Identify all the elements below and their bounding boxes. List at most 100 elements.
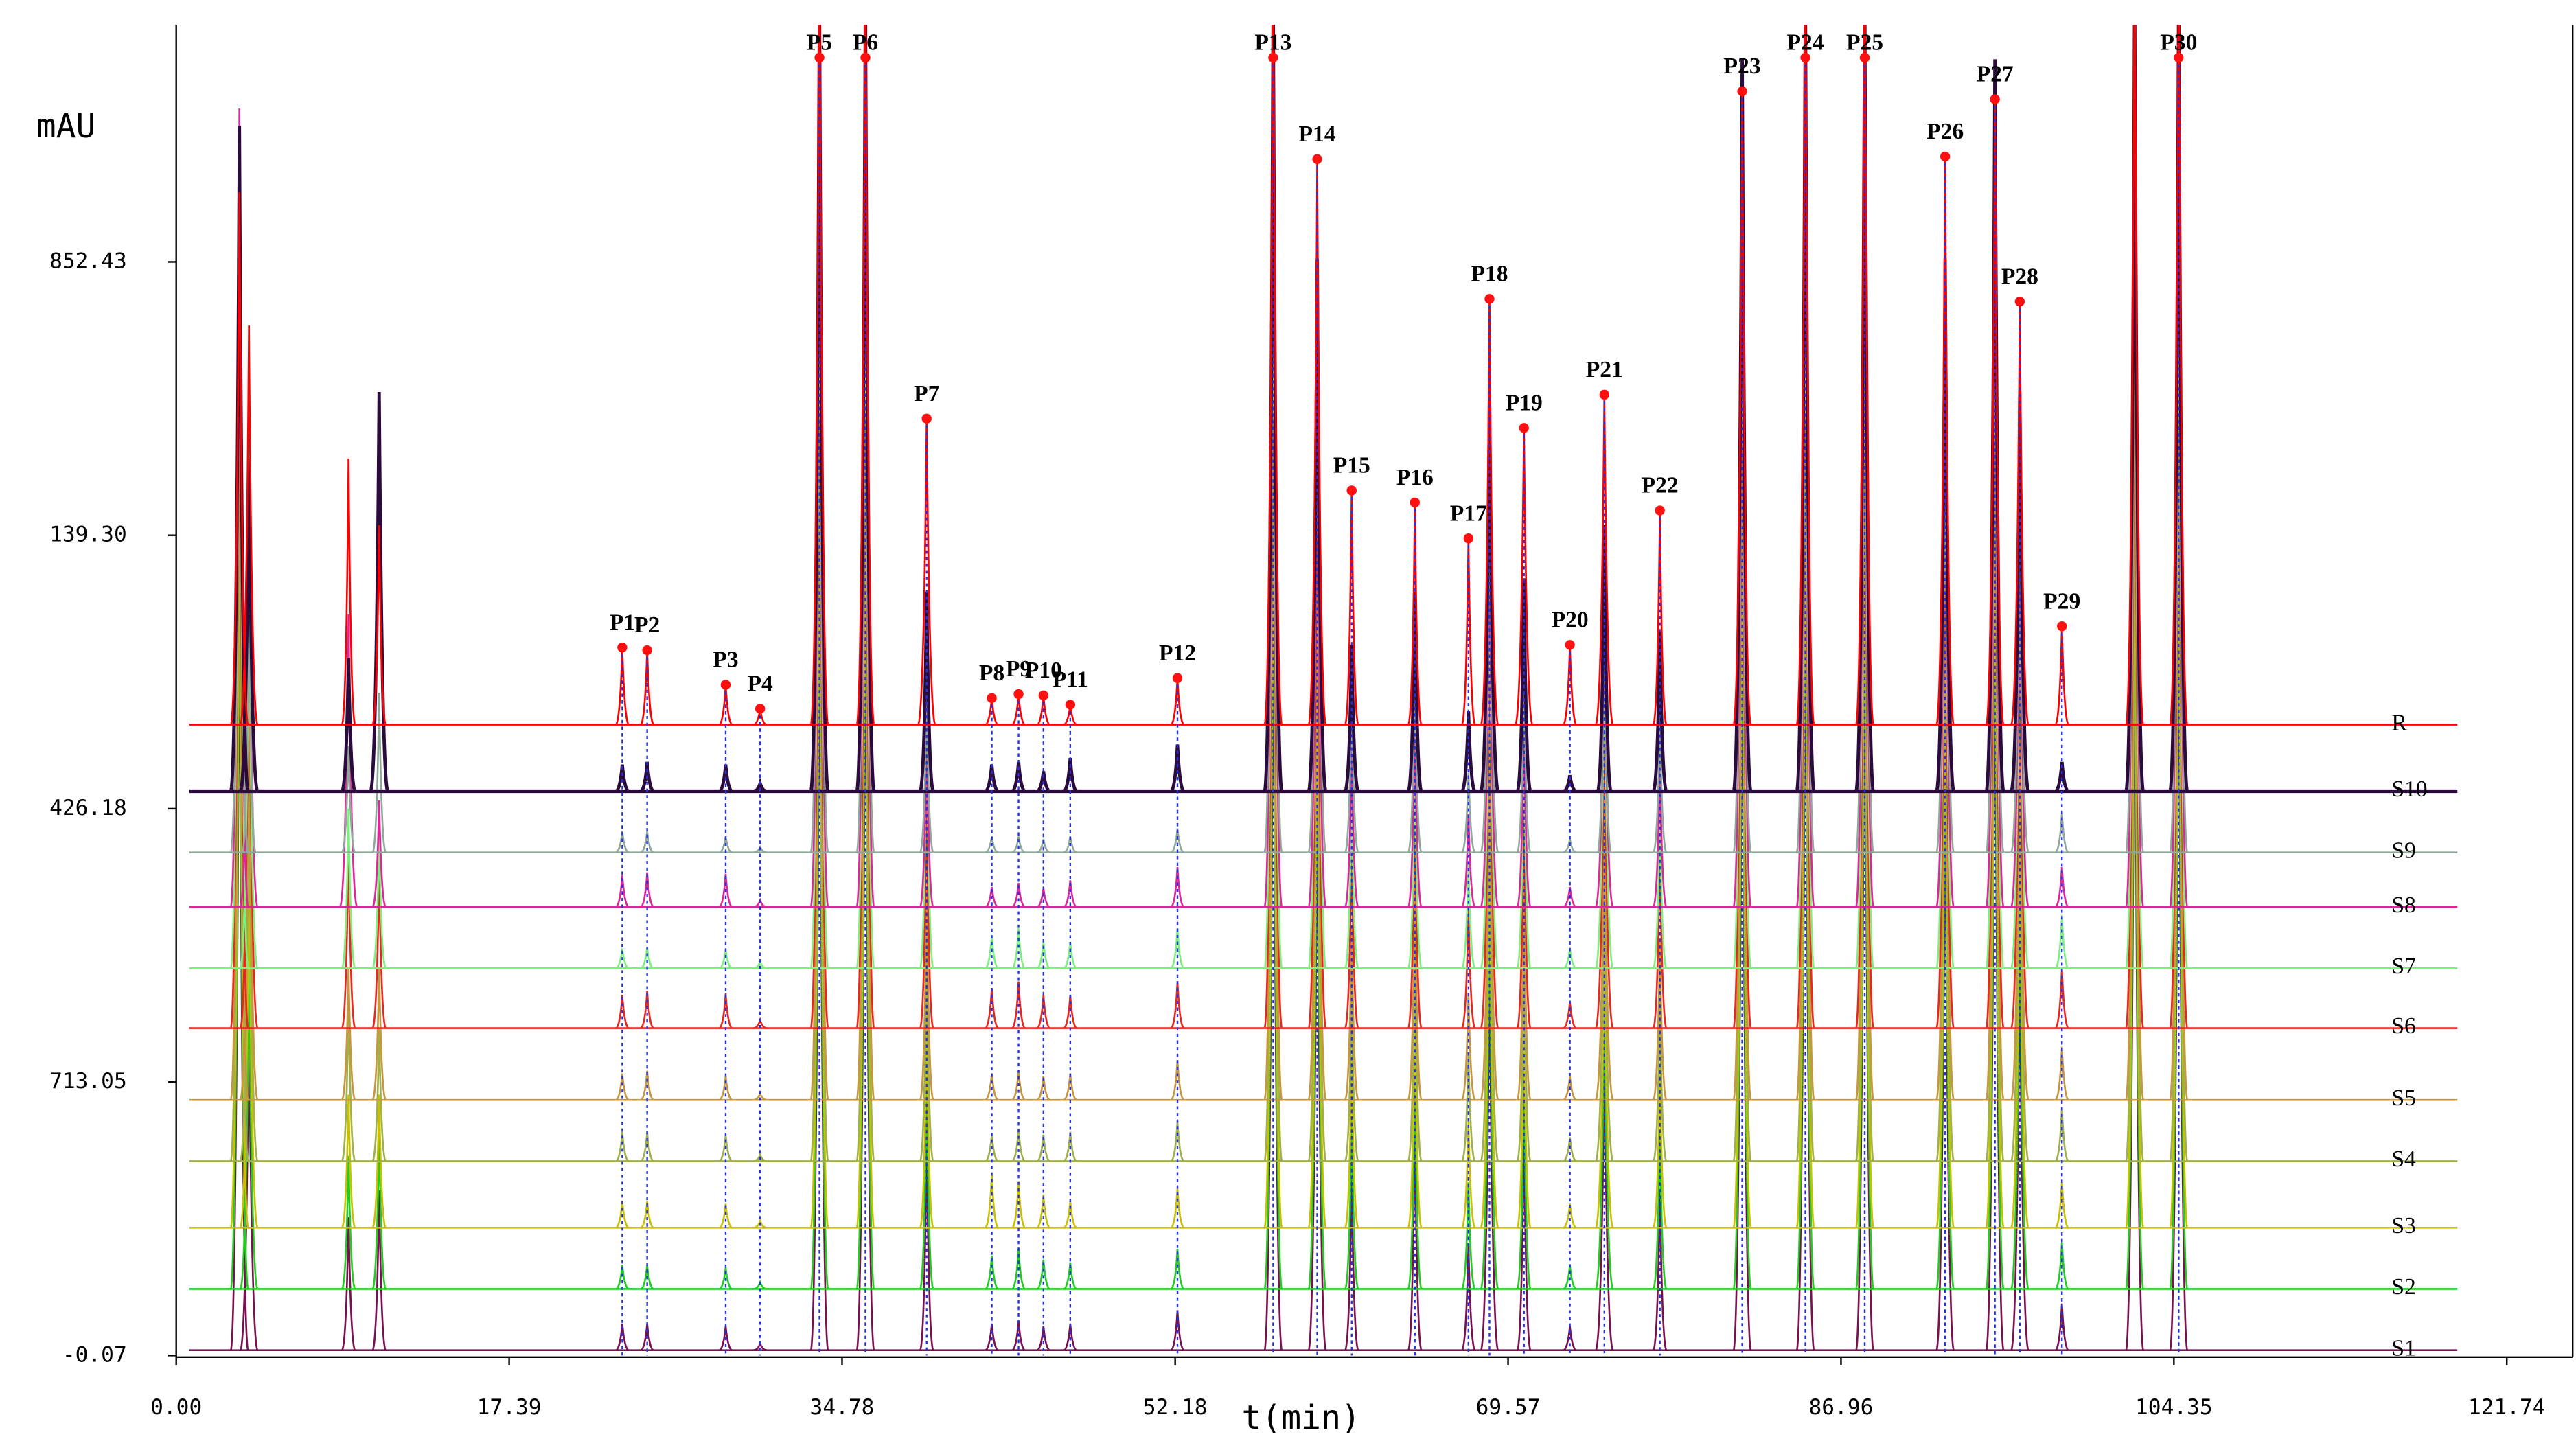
peak: [1984, 59, 2005, 793]
peak: [1795, 25, 1815, 726]
peak: [371, 525, 387, 726]
peak: [1732, 59, 1753, 793]
series-label: S4: [2391, 1146, 2416, 1172]
series-label: S6: [2391, 1013, 2415, 1039]
peak-label: P28: [2001, 264, 2038, 289]
peak-marker: [814, 52, 825, 63]
peak: [855, 25, 876, 793]
peak: [1406, 591, 1423, 793]
peak-label: P11: [1053, 667, 1088, 693]
x-tick-label: 69.57: [1476, 1395, 1541, 1420]
peak: [1170, 1249, 1185, 1290]
peak: [1855, 25, 1875, 726]
peak: [1036, 1326, 1051, 1351]
peak: [371, 693, 387, 854]
y-tick-label: 426.18: [49, 796, 127, 820]
peak-marker: [1346, 485, 1357, 496]
peak-label: P10: [1025, 658, 1062, 683]
peak: [341, 808, 356, 969]
peak: [1460, 814, 1476, 908]
peak: [1594, 807, 1614, 1101]
peak: [1263, 25, 1284, 793]
peak-label: P29: [2043, 588, 2080, 614]
peak-marker: [1410, 497, 1420, 508]
peak-label: P14: [1299, 122, 1336, 147]
peak: [2168, 25, 2189, 793]
peak: [1011, 928, 1026, 969]
peak: [640, 872, 654, 908]
peak: [639, 761, 655, 793]
peak: [2054, 914, 2069, 969]
peak: [615, 1073, 630, 1101]
peak-label: P27: [1977, 62, 2014, 87]
peak: [615, 994, 630, 1029]
peak: [615, 1131, 630, 1162]
peak: [1036, 1259, 1051, 1290]
series-label: S10: [2391, 776, 2427, 802]
x-tick-label: 34.78: [810, 1395, 875, 1420]
y-tick-label: -0.07: [62, 1342, 127, 1367]
peak: [1063, 880, 1078, 908]
peak-marker: [1463, 533, 1474, 544]
peak-label: P4: [747, 671, 773, 696]
peak-marker: [860, 52, 871, 63]
peak: [1036, 771, 1051, 793]
peak: [640, 1201, 654, 1229]
peak: [1344, 747, 1359, 908]
peak: [615, 1265, 630, 1290]
peak-label: P18: [1471, 261, 1508, 286]
peak: [1854, 25, 1876, 793]
peak: [753, 1218, 768, 1229]
peak: [809, 25, 829, 726]
peak: [1011, 836, 1026, 854]
peak-label: P3: [713, 647, 738, 673]
peak-label: P13: [1254, 30, 1291, 56]
peak: [2054, 1242, 2069, 1290]
peak: [985, 886, 999, 908]
peak-label: P5: [807, 30, 832, 56]
peak: [1344, 988, 1359, 1162]
peak: [340, 658, 357, 793]
peak-marker: [1013, 689, 1024, 700]
peak: [640, 991, 655, 1029]
peak: [1036, 839, 1050, 854]
peak-marker: [1800, 52, 1810, 63]
peak: [1652, 1001, 1668, 1162]
peak: [1795, 25, 1816, 793]
peak-label: P26: [1927, 119, 1964, 144]
peak: [615, 875, 630, 908]
x-tick-label: 17.39: [477, 1395, 542, 1420]
peak-marker: [1859, 52, 1870, 63]
peak: [1344, 1055, 1359, 1229]
y-tick-label: 713.05: [49, 1069, 127, 1094]
peak: [1036, 1076, 1051, 1101]
peak: [615, 831, 630, 854]
peak-marker: [755, 704, 766, 714]
y-tick-label: 852.43: [49, 249, 127, 273]
peak-label: P1: [610, 610, 635, 635]
peak: [239, 325, 259, 726]
peak-marker: [921, 413, 932, 424]
x-tick-label: 104.35: [2135, 1395, 2213, 1420]
peak: [371, 1190, 387, 1351]
peak: [239, 956, 259, 1290]
peak-label: P30: [2160, 30, 2197, 56]
peak: [1460, 1182, 1476, 1290]
peak: [1563, 886, 1577, 908]
peak: [2054, 1046, 2069, 1101]
peak: [2054, 761, 2069, 793]
peak-marker: [2174, 52, 2184, 63]
x-tick-label: 86.96: [1809, 1395, 1874, 1420]
peak-marker: [1268, 52, 1278, 63]
peak-marker: [1484, 294, 1495, 304]
peak: [1563, 1137, 1577, 1162]
series-label: S2: [2391, 1274, 2415, 1300]
series-label: S5: [2391, 1085, 2415, 1111]
peak: [2125, 25, 2145, 726]
peak-marker: [1990, 94, 2000, 104]
peak: [371, 967, 387, 1101]
peak-marker: [1599, 389, 1610, 400]
peak-label: P19: [1506, 390, 1543, 415]
peak: [718, 873, 733, 908]
